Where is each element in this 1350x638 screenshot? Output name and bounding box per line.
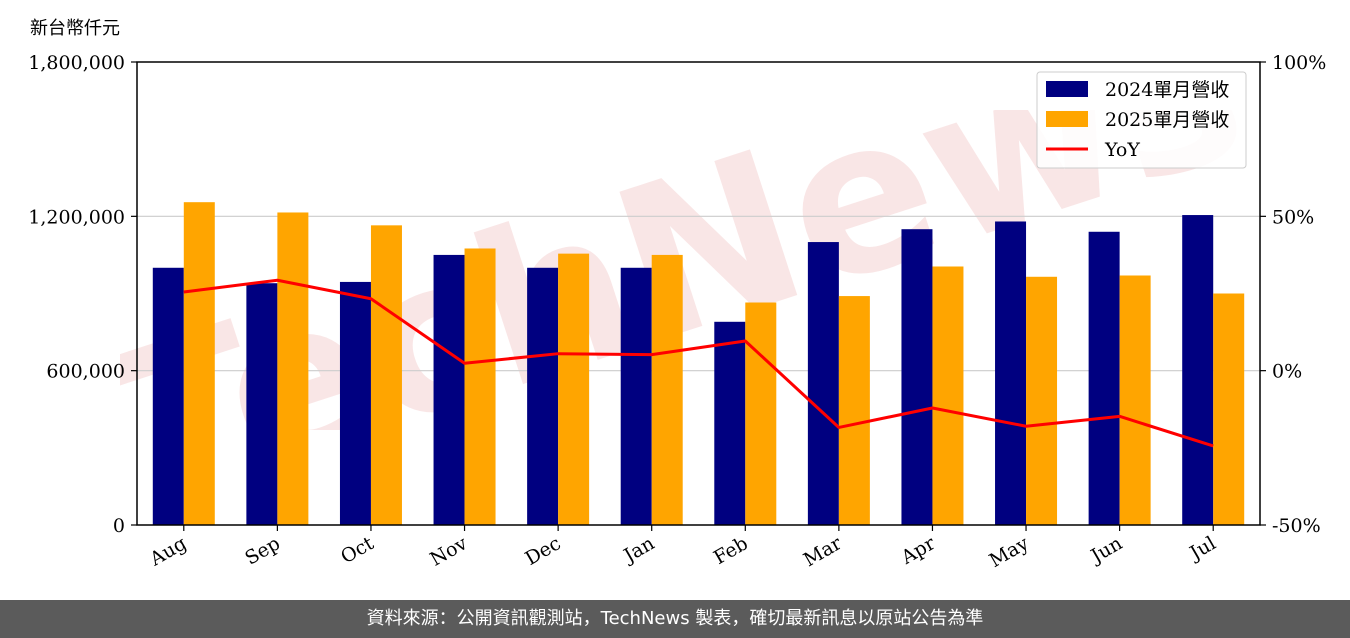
legend-swatch-2025 (1046, 111, 1088, 127)
bar-2024-jun (1088, 231, 1120, 525)
y-axis-unit-label: 新台幣仟元 (30, 18, 120, 39)
y2-tick-label: 0% (1272, 361, 1302, 383)
x-tick-label: Sep (241, 532, 284, 569)
x-tick-label: Oct (337, 532, 378, 568)
legend-label: YoY (1104, 139, 1140, 161)
bar-2024-jul (1182, 215, 1214, 525)
bar-2024-jan (620, 267, 652, 525)
bar-2024-may (995, 221, 1027, 525)
bar-2024-nov (433, 254, 465, 525)
legend-label: 2024單月營收 (1105, 79, 1229, 101)
legend-swatch-2024 (1046, 81, 1088, 97)
bar-2025-jan (651, 254, 683, 525)
bar-2024-aug (152, 267, 184, 525)
y-tick-label: 0 (113, 515, 125, 537)
bar-2025-jul (1213, 293, 1245, 525)
bar-2025-dec (558, 253, 590, 525)
bar-2024-mar (807, 242, 839, 526)
x-tick-label: Jan (618, 532, 658, 568)
x-tick-label: Apr (897, 532, 940, 569)
source-footer: 資料來源：公開資訊觀測站，TechNews 製表，確切最新訊息以原站公告為準 (0, 600, 1350, 638)
bar-2024-apr (901, 229, 933, 525)
bar-2025-feb (745, 302, 777, 525)
bar-2024-dec (527, 267, 559, 525)
bar-2025-sep (277, 212, 309, 525)
y2-tick-label: -50% (1272, 515, 1321, 537)
bar-2025-apr (932, 266, 964, 525)
y2-tick-label: 100% (1272, 52, 1326, 74)
bar-2025-may (1026, 276, 1058, 525)
revenue-chart: 0 600,000 1,200,000 1,800,000 -50% 0% 50% 100% A… (28, 52, 1326, 572)
y-tick-label: 1,200,000 (28, 206, 125, 228)
x-tick-label: Nov (426, 532, 471, 571)
legend-box (1036, 71, 1247, 169)
bar-2024-sep (246, 283, 278, 525)
x-tick-label: Mar (800, 532, 846, 571)
bar-2025-oct (370, 225, 402, 525)
y-tick-label: 600,000 (46, 361, 125, 383)
y2-tick-label: 50% (1272, 206, 1314, 228)
y-tick-label: 1,800,000 (28, 52, 125, 74)
x-tick-label: Dec (521, 532, 564, 570)
legend: 2024單月營收 2025單月營收 YoY (1036, 71, 1247, 169)
bar-2024-feb (714, 321, 746, 525)
bar-2025-mar (838, 296, 870, 525)
x-tick-label: Jun (1086, 532, 1127, 568)
x-tick-label: Jul (1185, 532, 1220, 565)
plot-frame (136, 61, 1261, 526)
yoy-line (183, 278, 1214, 448)
legend-label: 2025單月營收 (1105, 109, 1229, 131)
x-tick-label: May (986, 532, 1033, 572)
bar-2025-aug (183, 202, 215, 526)
x-tick-label: Aug (145, 532, 190, 571)
bar-2025-nov (464, 248, 496, 525)
bar-2025-jun (1119, 275, 1151, 525)
bar-2024-oct (339, 281, 371, 525)
x-tick-label: Feb (710, 532, 752, 569)
